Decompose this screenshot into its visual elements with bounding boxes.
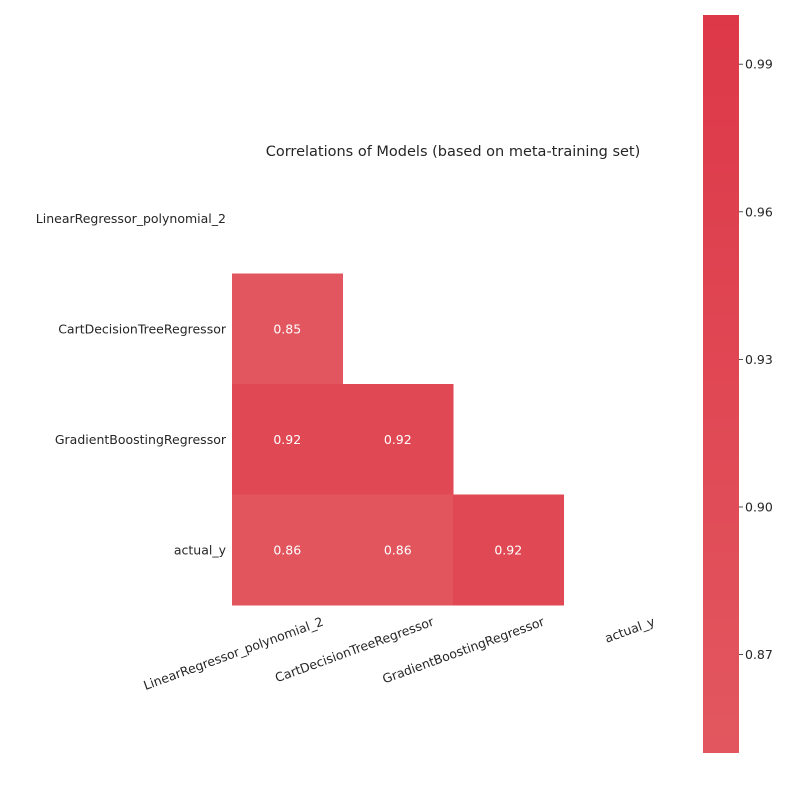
chart-title: Correlations of Models (based on meta-tr… bbox=[266, 144, 641, 160]
heatmap-cell-actual-y-cartdecisiontreeregressor bbox=[342, 494, 454, 606]
column-label-linearregressor-polynomial-2: LinearRegressor_polynomial_2 bbox=[141, 614, 325, 693]
colorbar-tick-label: 0.96 bbox=[745, 204, 773, 219]
row-label-cartdecisiontreeregressor: CartDecisionTreeRegressor bbox=[58, 321, 227, 336]
colorbar-tick-label: 0.99 bbox=[745, 57, 773, 72]
row-tick-labels: LinearRegressor_polynomial_2 CartDecision… bbox=[36, 211, 227, 558]
cell-value-label: 0.92 bbox=[494, 542, 522, 557]
heatmap-cell-cartdecisiontreeregressor-linearregressor-polynomial-2 bbox=[232, 273, 343, 385]
heatmap-cell-actual-y-linearregressor-polynomial-2 bbox=[232, 494, 343, 606]
column-label-actual-y: actual_y bbox=[603, 614, 658, 646]
row-label-gradientboostingregressor: GradientBoostingRegressor bbox=[55, 432, 227, 447]
cell-value-label: 0.85 bbox=[273, 321, 301, 336]
column-tick-labels: LinearRegressor_polynomial_2CartDecision… bbox=[141, 613, 657, 692]
heatmap-cells: 0.85 0.92 0.92 0.86 0.86 0.92 bbox=[232, 273, 564, 606]
cell-value-label: 0.92 bbox=[384, 432, 412, 447]
colorbar-tick-label: 0.93 bbox=[745, 352, 773, 367]
colorbar-tick-label: 0.87 bbox=[745, 647, 773, 662]
cell-value-label: 0.92 bbox=[273, 432, 301, 447]
cell-value-label: 0.86 bbox=[273, 542, 301, 557]
heatmap-cell-gradientboostingregressor-linearregressor-polynomial-2 bbox=[232, 384, 343, 495]
heatmap-cell-actual-y-gradientboostingregressor bbox=[453, 494, 564, 606]
colorbar-gradient bbox=[703, 15, 739, 753]
heatmap-cell-gradientboostingregressor-cartdecisiontreeregressor bbox=[342, 384, 454, 495]
cell-value-label: 0.86 bbox=[384, 542, 412, 557]
row-label-linearregressor-polynomial-2: LinearRegressor_polynomial_2 bbox=[36, 211, 226, 226]
row-label-actual-y: actual_y bbox=[174, 542, 227, 557]
colorbar-tick-label: 0.90 bbox=[745, 500, 773, 515]
colorbar: 0.87 0.90 0.93 0.96 0.99 bbox=[703, 15, 773, 753]
